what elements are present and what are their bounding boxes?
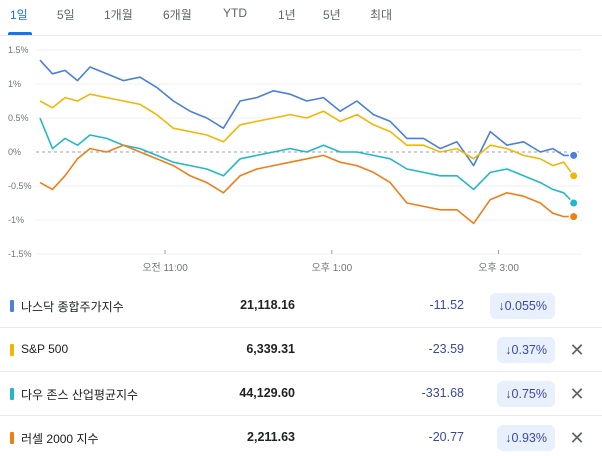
chart-grid <box>36 49 582 255</box>
chart-series-endpoints <box>568 150 579 222</box>
index-value: 21,118.16 <box>240 298 295 312</box>
series-line-1 <box>39 93 575 177</box>
index-change: -23.59 <box>428 342 464 356</box>
tab-max[interactable]: 최대 <box>370 8 393 22</box>
tab-5d[interactable]: 5일 <box>57 8 75 22</box>
series-endpoint-1 <box>568 170 579 181</box>
series-color-swatch <box>10 388 14 400</box>
y-tick-label: 0% <box>8 147 21 157</box>
index-value: 6,339.31 <box>246 342 295 356</box>
chart-series <box>39 59 575 225</box>
active-tab-indicator <box>8 32 32 35</box>
x-tick-label: 오전 11:00 <box>142 262 188 274</box>
index-row[interactable]: 나스닥 종합주가지수 21,118.16 -11.52 ↓0.055% <box>0 284 602 328</box>
x-tick-label: 오후 1:00 <box>312 262 353 274</box>
index-line-chart[interactable]: 1.5% 1% 0.5% 0% -0.5% -1% -1.5% 오전 11:00 오후 1:0… <box>0 36 602 280</box>
index-name: 다우 존스 산업평균지수 <box>21 388 139 402</box>
index-percent-change: ↓0.37% <box>497 337 555 363</box>
y-tick-label: 1.5% <box>8 45 29 55</box>
series-line-2 <box>39 117 575 204</box>
tab-6m[interactable]: 6개월 <box>163 8 192 22</box>
tab-1m[interactable]: 1개월 <box>104 8 133 22</box>
index-percent-change: ↓0.055% <box>490 293 555 319</box>
remove-index-close-icon[interactable]: ✕ <box>569 340 585 360</box>
index-row[interactable]: S&P 500 6,339.31 -23.59 ↓0.37% ✕ <box>0 328 602 372</box>
index-row[interactable]: 러셀 2000 지수 2,211.63 -20.77 ↓0.93% ✕ <box>0 416 602 456</box>
remove-index-close-icon[interactable]: ✕ <box>569 384 585 404</box>
y-tick-label: 1% <box>8 79 21 89</box>
index-name: 러셀 2000 지수 <box>21 432 99 446</box>
tab-ytd[interactable]: YTD <box>223 6 247 20</box>
index-value: 2,211.63 <box>247 430 295 444</box>
y-tick-label: -0.5% <box>8 181 32 191</box>
index-name: 나스닥 종합주가지수 <box>21 300 124 314</box>
index-percent-change: ↓0.75% <box>497 381 555 407</box>
remove-index-close-icon[interactable]: ✕ <box>569 428 585 448</box>
y-tick-label: -1% <box>8 215 24 225</box>
series-line-0 <box>39 59 574 167</box>
index-percent-change: ↓0.93% <box>497 425 555 451</box>
time-range-tabs: 1일 5일 1개월 6개월 YTD 1년 5년 최대 <box>0 0 602 36</box>
tab-5y[interactable]: 5년 <box>323 8 341 22</box>
y-axis-tick-labels: 1.5% 1% 0.5% 0% -0.5% -1% -1.5% <box>8 45 32 259</box>
series-color-swatch <box>10 300 14 312</box>
index-name: S&P 500 <box>21 342 69 356</box>
index-change: -331.68 <box>421 386 464 400</box>
index-row[interactable]: 다우 존스 산업평균지수 44,129.60 -331.68 ↓0.75% ✕ <box>0 372 602 416</box>
series-color-swatch <box>10 344 14 356</box>
series-line-3 <box>39 144 574 225</box>
x-axis-tick-labels: 오전 11:00 오후 1:00 오후 3:00 <box>142 262 519 274</box>
series-endpoint-3 <box>568 211 579 222</box>
index-value: 44,129.60 <box>239 386 295 400</box>
index-change: -11.52 <box>429 298 464 312</box>
series-endpoint-0 <box>568 150 579 161</box>
y-tick-label: -1.5% <box>8 249 32 259</box>
x-tick-label: 오후 3:00 <box>478 262 519 274</box>
y-tick-label: 0.5% <box>8 113 29 123</box>
tab-1d[interactable]: 1일 <box>10 8 28 22</box>
series-color-swatch <box>10 432 14 444</box>
index-change: -20.77 <box>428 430 464 444</box>
tab-1y[interactable]: 1년 <box>278 8 296 22</box>
series-endpoint-2 <box>568 198 579 208</box>
